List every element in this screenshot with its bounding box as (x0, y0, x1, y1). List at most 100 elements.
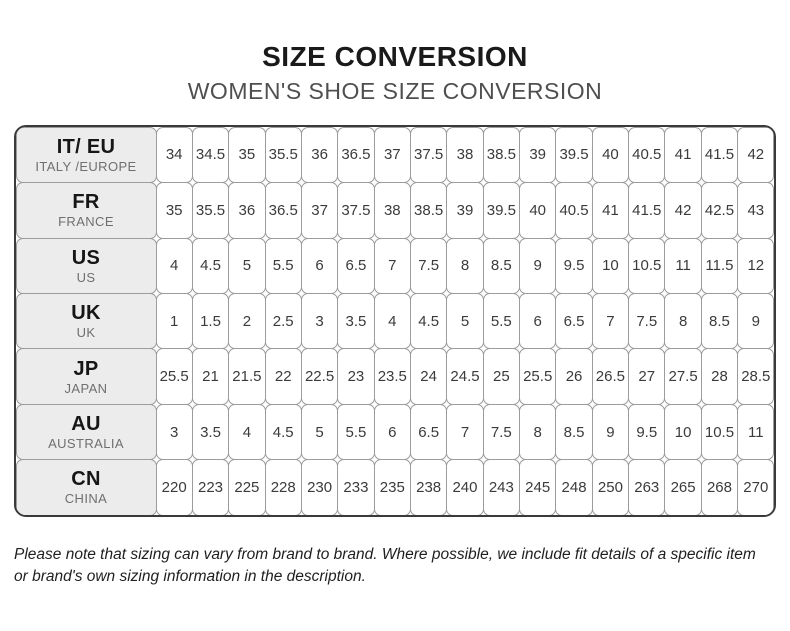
size-cell: 245 (519, 459, 557, 516)
size-cell: 1.5 (191, 293, 230, 350)
size-cell: 4 (155, 237, 193, 295)
size-cell: 7.5 (628, 293, 666, 350)
size-cell: 10.5 (628, 237, 666, 295)
size-cell: 8 (664, 293, 702, 350)
size-cell: 8.5 (482, 237, 521, 295)
size-cell: 42 (664, 182, 702, 239)
size-cell: 11 (737, 403, 774, 461)
size-cell: 34 (155, 127, 193, 184)
size-cell: 21.5 (228, 348, 266, 405)
row-region-label: AUSTRALIA (48, 435, 124, 451)
size-cell: 40 (519, 182, 557, 239)
size-cell: 5.5 (264, 237, 302, 295)
size-cell: 37 (373, 127, 411, 184)
size-cell: 238 (409, 459, 448, 516)
size-cell: 37.5 (337, 182, 375, 239)
page-subtitle: WOMEN'S SHOE SIZE CONVERSION (187, 77, 603, 104)
size-cell: 1 (155, 293, 193, 350)
size-cell: 250 (591, 459, 630, 516)
size-cell: 9 (737, 293, 774, 350)
size-cell: 7.5 (482, 403, 521, 461)
size-cell: 35.5 (264, 127, 302, 184)
size-cell: 3.5 (191, 403, 230, 461)
size-cell: 40.5 (555, 182, 593, 239)
size-cell: 25 (482, 348, 521, 405)
size-cell: 8.5 (700, 293, 739, 350)
row-code-label: US (71, 246, 101, 269)
size-cell: 35 (228, 127, 266, 184)
size-cell: 41.5 (700, 127, 739, 184)
size-cell: 5.5 (337, 403, 375, 461)
size-cell: 3 (155, 403, 193, 461)
size-cell: 243 (482, 459, 521, 516)
size-cell: 9 (519, 237, 557, 295)
row-region-label: CHINA (64, 491, 108, 507)
row-header-us: US US (16, 237, 157, 295)
size-cell: 27 (628, 348, 666, 405)
row-region-label: UK (76, 325, 96, 341)
row-code-label: FR (72, 191, 100, 214)
size-cell: 26 (555, 348, 593, 405)
size-cell: 7.5 (409, 237, 448, 295)
size-cell: 36.5 (264, 182, 302, 239)
size-cell: 7 (591, 293, 630, 350)
size-cell: 35.5 (191, 182, 230, 239)
size-cell: 37 (300, 182, 339, 239)
size-cell: 240 (446, 459, 484, 516)
size-cell: 2 (228, 293, 266, 350)
row-header-cn: CN CHINA (16, 459, 157, 516)
size-cell: 268 (700, 459, 739, 516)
row-region-label: ITALY /EUROPE (35, 158, 137, 174)
row-header-jp: JP JAPAN (16, 348, 157, 405)
size-cell: 7 (446, 403, 484, 461)
size-cell: 235 (373, 459, 411, 516)
size-cell: 37.5 (409, 127, 448, 184)
size-cell: 6 (300, 237, 339, 295)
page-title: SIZE CONVERSION (262, 41, 528, 72)
size-cell: 3 (300, 293, 339, 350)
size-cell: 42.5 (700, 182, 739, 239)
size-cell: 26.5 (591, 348, 630, 405)
size-cell: 220 (155, 459, 193, 516)
size-cell: 24.5 (446, 348, 484, 405)
row-region-label: FRANCE (58, 214, 114, 230)
size-cell: 35 (155, 182, 193, 239)
size-cell: 36 (300, 127, 339, 184)
size-cell: 38.5 (482, 127, 521, 184)
row-region-label: US (76, 269, 96, 285)
size-cell: 11 (664, 237, 702, 295)
size-cell: 11.5 (700, 237, 739, 295)
size-cell: 28.5 (737, 348, 774, 405)
size-cell: 4.5 (264, 403, 302, 461)
size-cell: 4.5 (409, 293, 448, 350)
size-cell: 40 (591, 127, 630, 184)
size-cell: 270 (737, 459, 774, 516)
size-cell: 6 (373, 403, 411, 461)
size-cell: 39.5 (555, 127, 593, 184)
size-cell: 42 (737, 127, 774, 184)
size-cell: 230 (300, 459, 339, 516)
size-cell: 10 (664, 403, 702, 461)
size-cell: 39 (519, 127, 557, 184)
size-cell: 4 (373, 293, 411, 350)
size-cell: 7 (373, 237, 411, 295)
size-cell: 9.5 (555, 237, 593, 295)
row-code-label: IT/ EU (56, 135, 116, 158)
size-cell: 38.5 (409, 182, 448, 239)
size-cell: 39.5 (482, 182, 521, 239)
size-cell: 5.5 (482, 293, 521, 350)
size-cell: 25.5 (155, 348, 193, 405)
size-cell: 25.5 (519, 348, 557, 405)
size-cell: 38 (446, 127, 484, 184)
size-cell: 8 (519, 403, 557, 461)
size-cell: 39 (446, 182, 484, 239)
size-cell: 22.5 (300, 348, 339, 405)
size-cell: 6.5 (555, 293, 593, 350)
size-cell: 12 (737, 237, 774, 295)
size-cell: 233 (337, 459, 375, 516)
size-cell: 9 (591, 403, 630, 461)
size-cell: 22 (264, 348, 302, 405)
size-cell: 8 (446, 237, 484, 295)
size-cell: 5 (446, 293, 484, 350)
size-cell: 8.5 (555, 403, 593, 461)
